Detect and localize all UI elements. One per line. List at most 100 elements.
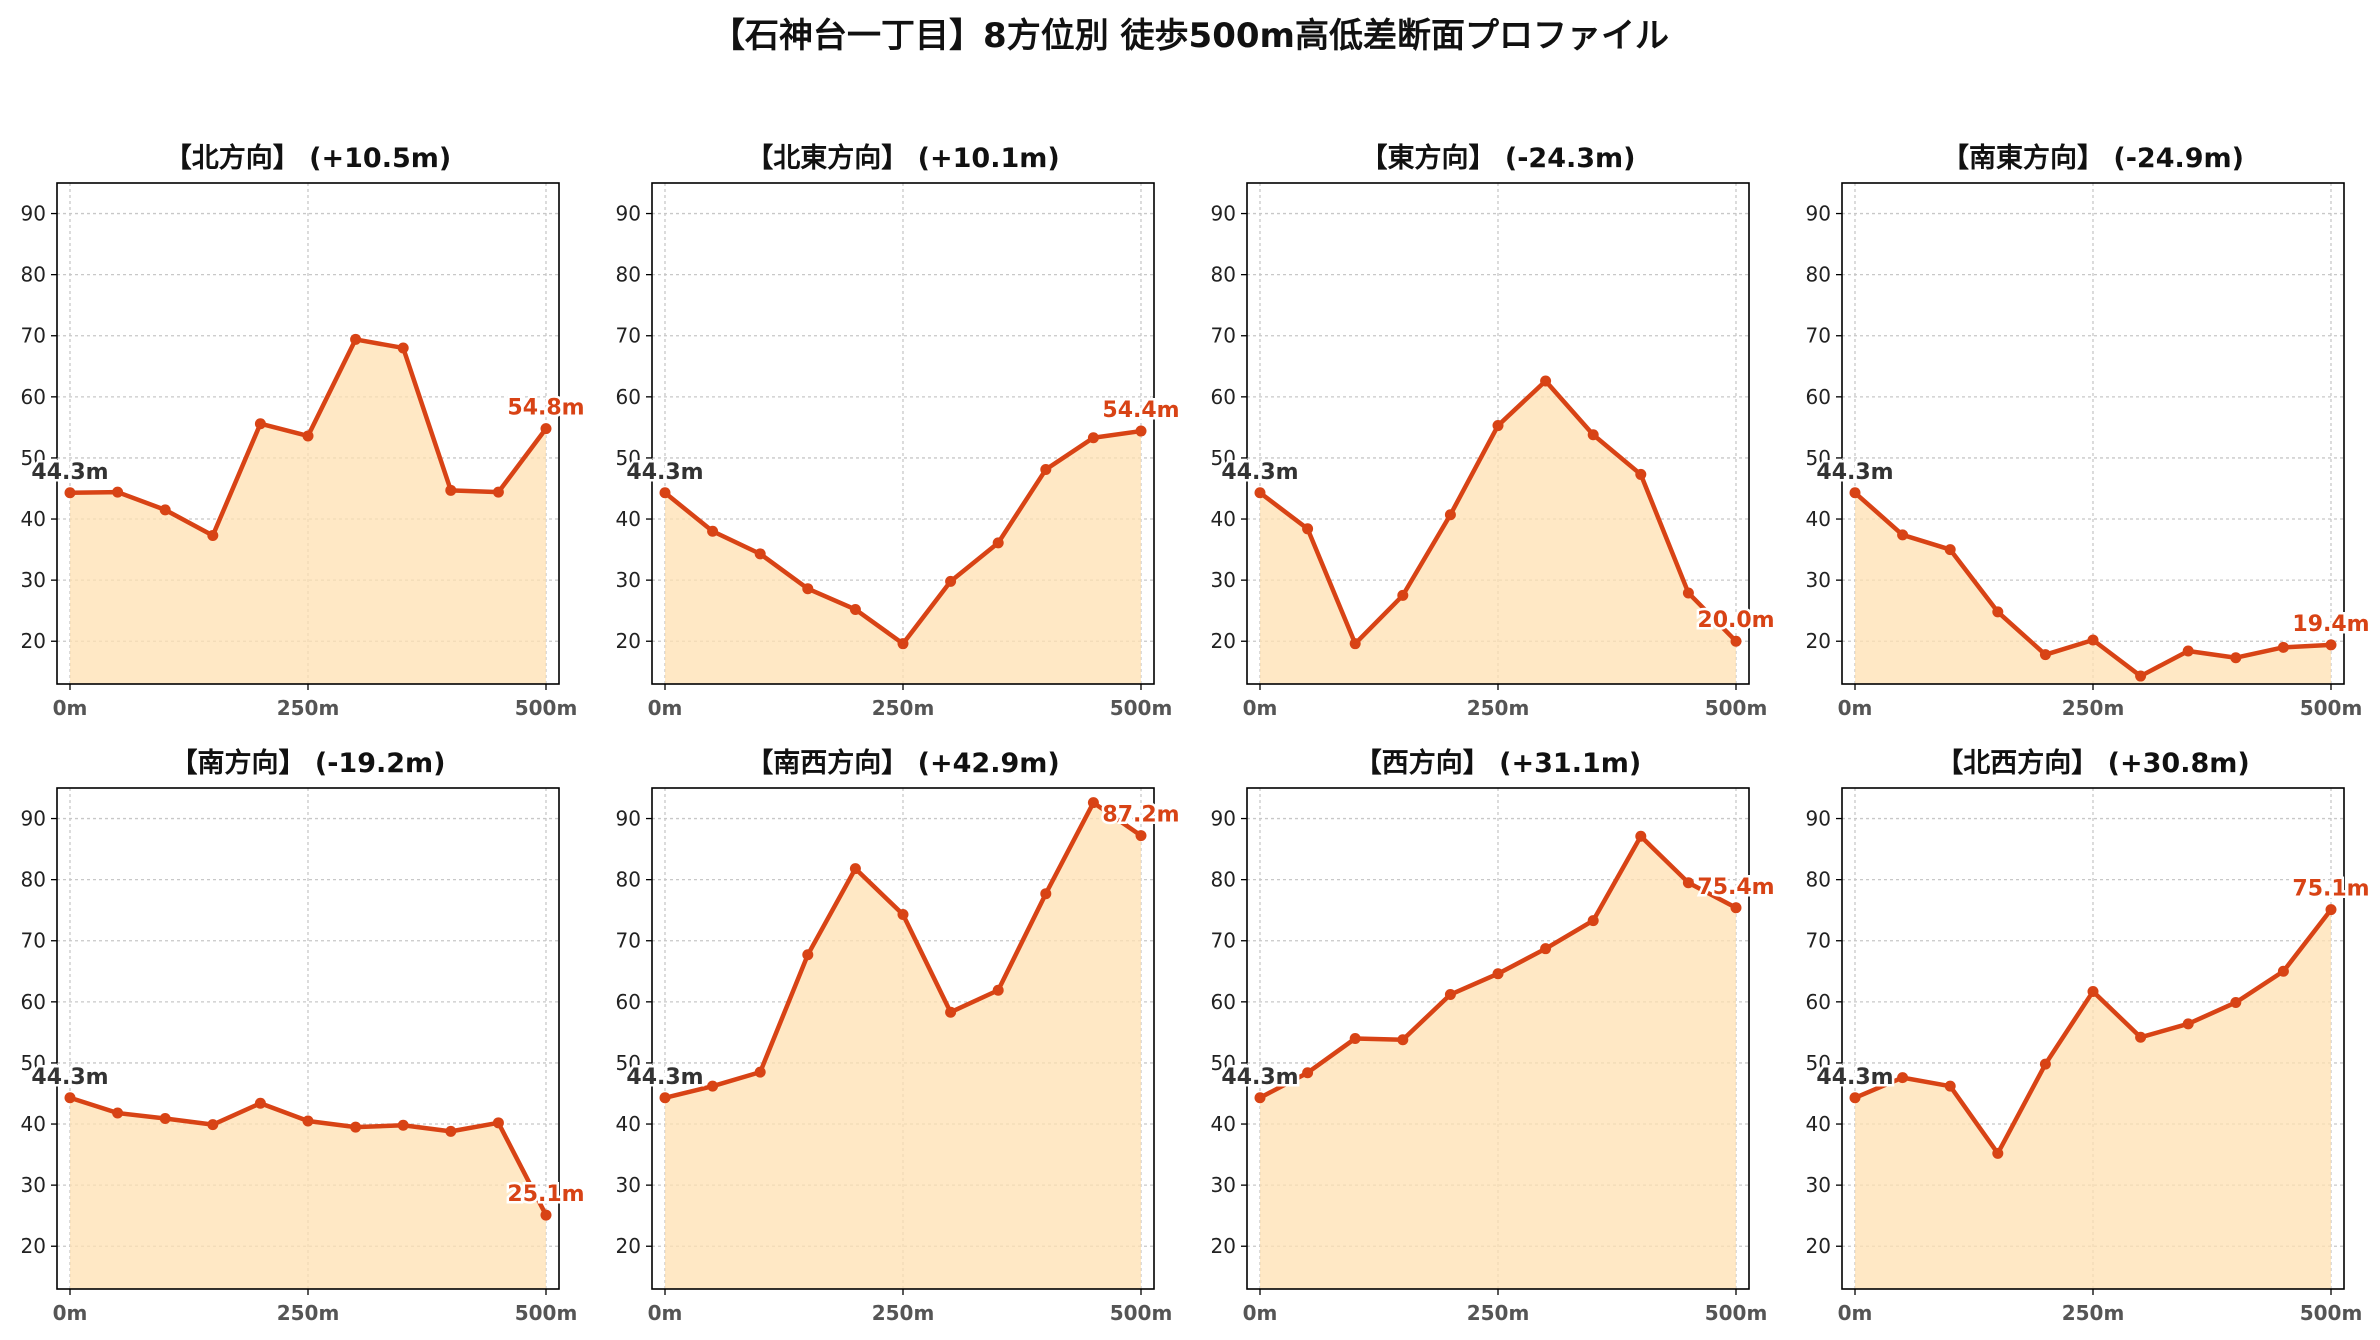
y-tick-label: 60: [1806, 990, 1831, 1014]
y-tick-label: 50: [21, 1051, 46, 1075]
axes-frame: [56, 787, 560, 1290]
subplot-5: 【南方向】 (-19.2m) 20 30 40 50 60 70 80 90 0m 250m 500m…: [21, 747, 588, 1325]
y-tick-label: 50: [616, 446, 641, 470]
x-tick-label: 500m: [515, 1301, 578, 1325]
data-point: [1254, 1092, 1266, 1104]
y-tick-label: 30: [1211, 568, 1236, 592]
data-point: [1087, 797, 1099, 809]
data-point: [2230, 996, 2242, 1008]
y-tick-label: 80: [21, 263, 46, 287]
data-point: [397, 342, 409, 354]
y-tick-label: 60: [1211, 385, 1236, 409]
data-point: [1397, 1034, 1409, 1046]
subplot-title: 【北西方向】 (+30.8m): [1936, 747, 2249, 779]
subplot-title: 【北東方向】 (+10.1m): [746, 142, 1059, 174]
y-tick-label: 20: [1211, 629, 1236, 653]
data-point: [302, 1115, 314, 1127]
axes-frame: [56, 182, 560, 685]
y-tick-label: 40: [616, 507, 641, 531]
data-point: [754, 1066, 766, 1078]
data-point: [2230, 652, 2242, 664]
data-point: [754, 548, 766, 560]
start-elevation-label: 44.3m: [626, 460, 703, 485]
data-point: [1444, 509, 1456, 521]
elevation-area: [1855, 492, 2331, 684]
data-point: [1849, 1092, 1861, 1104]
data-point: [1682, 877, 1694, 889]
end-elevation-label: 54.4m: [1102, 398, 1179, 423]
x-tick-label: 250m: [277, 1301, 340, 1325]
data-point: [1944, 544, 1956, 556]
y-tick-label: 50: [1806, 446, 1831, 470]
y-tick-label: 50: [616, 1051, 641, 1075]
data-point: [992, 984, 1004, 996]
end-elevation-label: 75.1m: [2292, 877, 2369, 902]
data-point: [2135, 670, 2147, 682]
data-point: [1635, 468, 1647, 480]
data-point: [2277, 965, 2289, 977]
data-point: [1302, 1067, 1314, 1079]
subplot-title: 【南方向】 (-19.2m): [170, 747, 445, 779]
data-point: [492, 486, 504, 498]
y-tick-label: 60: [1806, 385, 1831, 409]
y-tick-label: 20: [1211, 1234, 1236, 1258]
data-point: [2087, 985, 2099, 997]
x-tick-label: 500m: [1110, 696, 1173, 720]
subplot-3: 【東方向】 (-24.3m) 20 30 40 50 60 70 80 90 0m 250m 500m…: [1211, 142, 1778, 720]
subplot-title: 【南東方向】 (-24.9m): [1942, 142, 2244, 174]
subplot-7: 【西方向】 (+31.1m) 20 30 40 50 60 70 80 90 0m 250m 500m…: [1211, 747, 1778, 1325]
y-tick-label: 50: [1806, 1051, 1831, 1075]
data-point: [445, 484, 457, 496]
y-tick-label: 20: [1806, 1234, 1831, 1258]
y-tick-label: 20: [21, 629, 46, 653]
subplot-2: 【北東方向】 (+10.1m) 20 30 40 50 60 70 80 90 0m 250m 500…: [616, 142, 1183, 720]
data-point: [540, 1209, 552, 1221]
y-tick-label: 30: [1806, 568, 1831, 592]
data-point: [64, 487, 76, 499]
data-point: [849, 603, 861, 615]
data-point: [945, 1006, 957, 1018]
end-elevation-label: 20.0m: [1697, 608, 1774, 633]
y-tick-label: 50: [1211, 1051, 1236, 1075]
x-tick-label: 250m: [2062, 696, 2125, 720]
y-tick-label: 20: [21, 1234, 46, 1258]
x-tick-label: 0m: [53, 1301, 88, 1325]
subplot-title: 【北方向】 (+10.5m): [165, 142, 451, 174]
y-tick-label: 90: [616, 807, 641, 831]
y-tick-label: 40: [1211, 1112, 1236, 1136]
y-tick-label: 70: [616, 929, 641, 953]
x-tick-label: 250m: [1467, 696, 1530, 720]
y-tick-label: 80: [616, 868, 641, 892]
data-point: [897, 638, 909, 650]
data-point: [445, 1125, 457, 1137]
y-tick-label: 30: [616, 568, 641, 592]
y-tick-label: 60: [21, 385, 46, 409]
subplot-6: 【南西方向】 (+42.9m) 20 30 40 50 60 70 80 90 0m 250m 500…: [616, 747, 1183, 1325]
data-point: [897, 908, 909, 920]
data-point: [2039, 649, 2051, 661]
data-point: [350, 333, 362, 345]
elevation-area: [1855, 909, 2331, 1289]
data-point: [159, 504, 171, 516]
data-point: [1040, 888, 1052, 900]
y-tick-label: 70: [1806, 324, 1831, 348]
y-tick-label: 70: [21, 324, 46, 348]
y-tick-label: 60: [616, 385, 641, 409]
data-point: [1730, 635, 1742, 647]
x-tick-label: 500m: [2300, 696, 2363, 720]
subplot-title: 【南西方向】 (+42.9m): [746, 747, 1059, 779]
y-tick-label: 80: [616, 263, 641, 287]
x-tick-label: 0m: [53, 696, 88, 720]
data-point: [849, 863, 861, 875]
subplot-8: 【北西方向】 (+30.8m) 20 30 40 50 60 70 80 90 0m 250m 500…: [1806, 747, 2373, 1325]
data-point: [2182, 1018, 2194, 1030]
y-tick-label: 30: [616, 1173, 641, 1197]
axes-frame: [1841, 182, 2345, 685]
y-tick-label: 50: [21, 446, 46, 470]
data-point: [1587, 429, 1599, 441]
x-tick-label: 0m: [1838, 1301, 1873, 1325]
end-elevation-label: 75.4m: [1697, 875, 1774, 900]
y-tick-label: 80: [1211, 868, 1236, 892]
